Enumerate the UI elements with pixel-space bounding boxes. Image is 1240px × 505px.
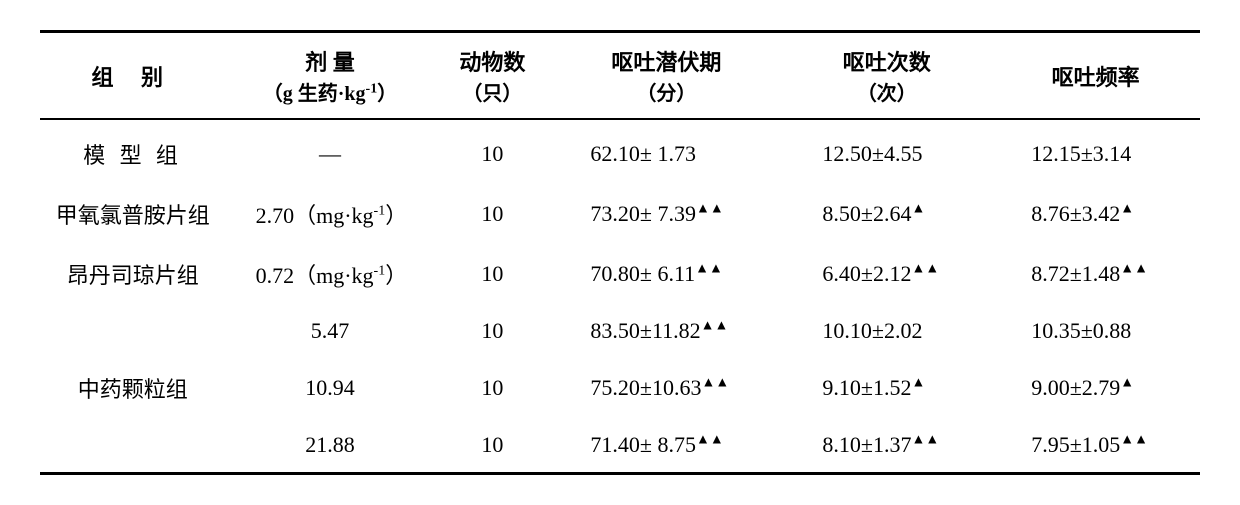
- cell-count: 9.10±1.52▲: [782, 358, 991, 418]
- cell-freq: 9.00±2.79▲: [991, 358, 1200, 418]
- hdr-dose-exp: -1: [366, 81, 378, 96]
- header-row: 组 别 剂 量 （g 生药·kg-1） 动物数 （只） 呕吐潜伏期 （分） 呕吐…: [40, 32, 1200, 120]
- cell-dose: 2.70（mg·kg-1）: [226, 184, 435, 244]
- mark: ▲: [911, 376, 925, 391]
- cell-freq: 7.95±1.05▲▲: [991, 418, 1200, 474]
- val: 8.76±3.42: [1031, 201, 1120, 226]
- cell-latency: 73.20± 7.39▲▲: [550, 184, 782, 244]
- mark: ▲: [911, 202, 925, 217]
- cell-count: 8.50±2.64▲: [782, 184, 991, 244]
- cell-group: [40, 304, 226, 358]
- table-row: 5.47 10 83.50±11.82▲▲ 10.10±2.02 10.35±0…: [40, 304, 1200, 358]
- cell-group: [40, 418, 226, 474]
- table-row: 21.88 10 71.40± 8.75▲▲ 8.10±1.37▲▲ 7.95±…: [40, 418, 1200, 474]
- cell-latency: 62.10± 1.73: [550, 119, 782, 184]
- cell-group: 模 型 组: [40, 119, 226, 184]
- cell-group: 中药颗粒组: [40, 358, 226, 418]
- hdr-dose-l2: （g 生药·kg-1）: [263, 83, 397, 105]
- hdr-n: 动物数 （只）: [434, 32, 550, 120]
- cell-freq: 10.35±0.88: [991, 304, 1200, 358]
- val: 83.50±11.82: [590, 318, 700, 343]
- val: 10.35±0.88: [1031, 318, 1131, 343]
- val: 6.40±2.12: [822, 261, 911, 286]
- cell-dose: 0.72（mg·kg-1）: [226, 244, 435, 304]
- val: 9.00±2.79: [1031, 375, 1120, 400]
- mark: ▲▲: [1120, 262, 1148, 277]
- table-row: 模 型 组 — 10 62.10± 1.73 12.50±4.55 12.15±…: [40, 119, 1200, 184]
- hdr-group: 组 别: [40, 32, 226, 120]
- val: 71.40± 8.75: [590, 432, 696, 457]
- cell-latency: 71.40± 8.75▲▲: [550, 418, 782, 474]
- mark: ▲: [1120, 202, 1134, 217]
- cell-dose: 21.88: [226, 418, 435, 474]
- val: 62.10± 1.73: [590, 141, 696, 166]
- val: 70.80± 6.11: [590, 261, 695, 286]
- dose-pre: 0.72（mg·kg: [256, 263, 374, 288]
- cell-dose: 10.94: [226, 358, 435, 418]
- cell-count: 12.50±4.55: [782, 119, 991, 184]
- cell-n: 10: [434, 244, 550, 304]
- hdr-dose-l1: 剂 量: [305, 50, 355, 75]
- val: 12.15±3.14: [1031, 141, 1131, 166]
- hdr-cnt-l1: 呕吐次数: [843, 50, 931, 75]
- dose-post: ）: [385, 203, 407, 228]
- dose-exp: -1: [374, 264, 386, 279]
- hdr-freq: 呕吐频率: [991, 32, 1200, 120]
- cell-freq: 8.76±3.42▲: [991, 184, 1200, 244]
- table-row: 甲氧氯普胺片组 2.70（mg·kg-1） 10 73.20± 7.39▲▲ 8…: [40, 184, 1200, 244]
- cell-freq: 12.15±3.14: [991, 119, 1200, 184]
- mark: ▲▲: [701, 376, 729, 391]
- hdr-lat-l1: 呕吐潜伏期: [611, 50, 721, 75]
- hdr-dose-l2-pre: （g 生药·kg: [263, 83, 366, 105]
- cell-freq: 8.72±1.48▲▲: [991, 244, 1200, 304]
- dose-exp: -1: [374, 204, 386, 219]
- val: 8.10±1.37: [822, 432, 911, 457]
- cell-dose: 5.47: [226, 304, 435, 358]
- cell-n: 10: [434, 119, 550, 184]
- hdr-n-l1: 动物数: [459, 50, 525, 75]
- hdr-n-l2: （只）: [462, 83, 522, 105]
- cell-count: 8.10±1.37▲▲: [782, 418, 991, 474]
- cell-n: 10: [434, 418, 550, 474]
- cell-n: 10: [434, 184, 550, 244]
- val: 73.20± 7.39: [590, 201, 696, 226]
- mark: ▲▲: [695, 262, 723, 277]
- hdr-cnt-l2: （次）: [857, 83, 917, 105]
- cell-group: 昂丹司琼片组: [40, 244, 226, 304]
- mark: ▲▲: [911, 433, 939, 448]
- val: 75.20±10.63: [590, 375, 701, 400]
- mark: ▲▲: [1120, 433, 1148, 448]
- hdr-latency: 呕吐潜伏期 （分）: [550, 32, 782, 120]
- dose-post: ）: [385, 263, 407, 288]
- table-row: 昂丹司琼片组 0.72（mg·kg-1） 10 70.80± 6.11▲▲ 6.…: [40, 244, 1200, 304]
- val: 12.50±4.55: [822, 141, 922, 166]
- val: 8.50±2.64: [822, 201, 911, 226]
- mark: ▲▲: [696, 202, 724, 217]
- val: 10.10±2.02: [822, 318, 922, 343]
- val: 9.10±1.52: [822, 375, 911, 400]
- mark: ▲▲: [911, 262, 939, 277]
- cell-latency: 70.80± 6.11▲▲: [550, 244, 782, 304]
- mark: ▲▲: [701, 319, 729, 334]
- hdr-lat-l2: （分）: [636, 83, 696, 105]
- hdr-count: 呕吐次数 （次）: [782, 32, 991, 120]
- hdr-dose-close: ）: [377, 83, 397, 105]
- results-table: 组 别 剂 量 （g 生药·kg-1） 动物数 （只） 呕吐潜伏期 （分） 呕吐…: [40, 30, 1200, 475]
- cell-n: 10: [434, 358, 550, 418]
- mark: ▲▲: [696, 433, 724, 448]
- cell-dose: —: [226, 119, 435, 184]
- val: 7.95±1.05: [1031, 432, 1120, 457]
- cell-count: 10.10±2.02: [782, 304, 991, 358]
- cell-group: 甲氧氯普胺片组: [40, 184, 226, 244]
- table-row: 中药颗粒组 10.94 10 75.20±10.63▲▲ 9.10±1.52▲ …: [40, 358, 1200, 418]
- cell-n: 10: [434, 304, 550, 358]
- val: 8.72±1.48: [1031, 261, 1120, 286]
- cell-latency: 83.50±11.82▲▲: [550, 304, 782, 358]
- mark: ▲: [1120, 376, 1134, 391]
- hdr-dose: 剂 量 （g 生药·kg-1）: [226, 32, 435, 120]
- cell-latency: 75.20±10.63▲▲: [550, 358, 782, 418]
- cell-count: 6.40±2.12▲▲: [782, 244, 991, 304]
- dose-pre: 2.70（mg·kg: [256, 203, 374, 228]
